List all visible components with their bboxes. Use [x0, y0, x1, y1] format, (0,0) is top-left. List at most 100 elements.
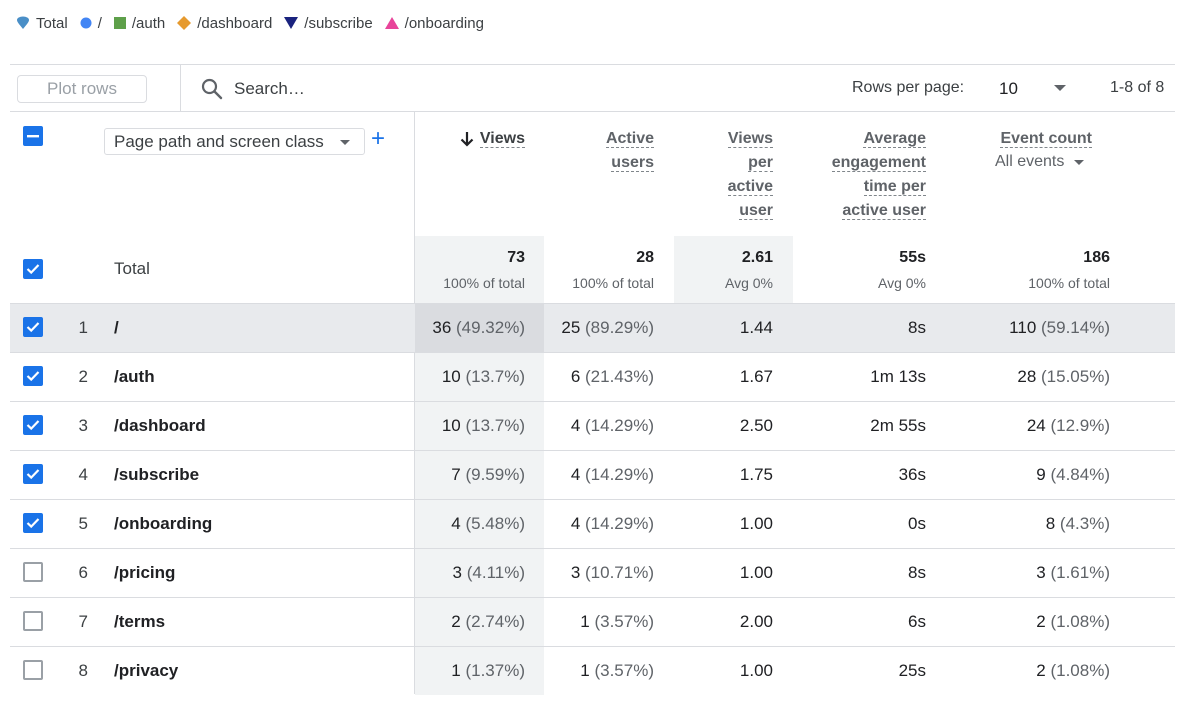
legend-item-root[interactable]: / — [80, 15, 102, 32]
events-cell: 3 (1.61%) — [1036, 563, 1110, 583]
column-header-engagement[interactable]: Average engagement time per active user — [831, 127, 926, 223]
legend-item-subscribe[interactable]: /subscribe — [284, 14, 373, 32]
table-toolbar: Plot rows Rows per page: 10 1-8 of 8 — [10, 64, 1175, 112]
views-cell: 10 (13.7%) — [442, 367, 525, 387]
row-checkbox[interactable] — [23, 513, 43, 533]
legend-item-auth[interactable]: /auth — [113, 15, 165, 32]
dimension-select[interactable]: Page path and screen class — [104, 128, 365, 155]
add-dimension-icon[interactable]: + — [371, 125, 386, 152]
check-icon — [26, 264, 40, 275]
events-cell: 24 (12.9%) — [1027, 416, 1110, 436]
row-checkbox[interactable] — [23, 415, 43, 435]
vpu-cell: 2.50 — [739, 416, 773, 435]
cell-percent: (2.74%) — [465, 612, 525, 631]
table-row[interactable]: 6/pricing 3 (4.11%) 3 (10.71%) 1.00 8s 3 (1.6… — [10, 548, 1175, 597]
legend-item-dashboard[interactable]: /dashboard — [177, 15, 272, 32]
page-path[interactable]: /privacy — [114, 661, 179, 680]
table-row[interactable]: 5/onboarding 4 (5.48%) 4 (14.29%) 1.00 0s 8 (… — [10, 499, 1175, 548]
page-path[interactable]: /subscribe — [114, 465, 200, 484]
vpu-cell: 1.00 — [739, 661, 773, 680]
cell-percent: (4.84%) — [1050, 465, 1110, 484]
cell-percent: (4.3%) — [1059, 514, 1110, 533]
cell-percent: (12.9%) — [1050, 416, 1110, 435]
column-header-line: active user — [842, 202, 926, 220]
row-checkbox[interactable] — [23, 562, 43, 582]
totals-value: 55s — [899, 249, 926, 266]
vpu-cell: 1.75 — [739, 465, 773, 484]
page-path[interactable]: /auth — [114, 367, 155, 386]
chevron-down-icon — [340, 140, 350, 145]
cell-value: 10 — [441, 367, 461, 386]
row-checkbox[interactable] — [23, 366, 43, 386]
cell-value: 9 — [1036, 465, 1046, 484]
dimension-label: Page path and screen class — [114, 131, 324, 151]
legend-label: Total — [36, 14, 68, 32]
page-path[interactable]: /onboarding — [114, 514, 213, 533]
search-icon — [201, 78, 223, 100]
cell-percent: (10.71%) — [585, 563, 654, 582]
rows-per-page-select[interactable]: 10 — [988, 75, 1070, 103]
arrow-down-icon — [460, 131, 474, 147]
column-header-line: Views — [727, 130, 773, 148]
cell-value: 4 — [451, 514, 461, 533]
column-divider — [414, 112, 415, 694]
cell-value: 28 — [1017, 367, 1037, 386]
plot-rows-button[interactable]: Plot rows — [17, 75, 147, 103]
cell-value: 2 — [451, 612, 461, 631]
page-path[interactable]: / — [114, 318, 119, 337]
cell-percent: (49.32%) — [456, 318, 525, 337]
row-checkbox[interactable] — [23, 317, 43, 337]
views-cell: 36 (49.32%) — [432, 318, 525, 338]
totals-sub: 100% of total — [1028, 275, 1110, 291]
row-index: 1 — [78, 318, 88, 337]
engagement-cell: 0s — [908, 514, 926, 533]
totals-vpu: 2.61 Avg 0% — [725, 249, 773, 291]
events-cell: 110 (59.14%) — [1009, 318, 1110, 338]
row-checkbox[interactable] — [23, 611, 43, 631]
cell-value: 10 — [441, 416, 461, 435]
column-header-views-per-user[interactable]: Views per active user — [727, 127, 773, 223]
table-row[interactable]: 7/terms 2 (2.74%) 1 (3.57%) 2.00 6s 2 (1.08%) — [10, 597, 1175, 646]
vpu-cell: 1.00 — [739, 563, 773, 582]
views-cell: 1 (1.37%) — [451, 661, 525, 681]
views-cell-bg — [415, 402, 544, 450]
views-cell-bg — [415, 647, 544, 695]
cell-percent: (1.61%) — [1050, 563, 1110, 582]
row-index: 4 — [78, 465, 88, 484]
diamond-icon — [177, 16, 192, 30]
page-path[interactable]: /terms — [114, 612, 166, 631]
totals-sub: Avg 0% — [725, 275, 773, 291]
page-path[interactable]: /pricing — [114, 563, 176, 582]
row-checkbox[interactable] — [23, 660, 43, 680]
row-checkbox[interactable] — [23, 464, 43, 484]
table-row[interactable]: 1 / 36 (49.32%) 25 (89.29%) 1.44 8s 110 (59.14… — [10, 303, 1175, 352]
users-cell: 25 (89.29%) — [561, 318, 654, 338]
page-path[interactable]: /dashboard — [114, 416, 206, 435]
event-filter-label: All events — [995, 153, 1065, 170]
column-header-event-count[interactable]: Event count — [1000, 127, 1092, 151]
column-header-label: Views — [479, 130, 525, 148]
totals-checkbox[interactable] — [23, 259, 43, 279]
column-header-active-users[interactable]: Active users — [605, 127, 654, 175]
select-all-checkbox[interactable] — [23, 126, 43, 146]
totals-value: 73 — [507, 249, 525, 266]
cell-value: 8 — [1045, 514, 1056, 533]
search-input[interactable] — [234, 77, 534, 101]
column-header-line: Average — [863, 130, 926, 148]
data-table-body: 1/36 (49.32%) 25 (89.29%) 1.44 8s 110 (59.14… — [10, 303, 1175, 695]
legend-item-total[interactable]: Total — [16, 15, 68, 32]
table-row[interactable]: 4/subscribe 7 (9.59%) 4 (14.29%) 1.75 36s 9 (… — [10, 450, 1175, 499]
check-icon — [26, 518, 40, 529]
cell-value: 110 — [1009, 318, 1037, 337]
table-row[interactable]: 2/auth 10 (13.7%) 6 (21.43%) 1.67 1m 13s 28 (… — [10, 352, 1175, 401]
legend-label: /subscribe — [304, 14, 373, 32]
column-header-views[interactable]: Views — [460, 127, 525, 151]
table-row[interactable]: 8/privacy 1 (1.37%) 1 (3.57%) 1.00 25s 2 (1.0… — [10, 646, 1175, 695]
cell-value: 1 — [580, 612, 590, 631]
cell-percent: (14.29%) — [585, 514, 654, 533]
legend-item-onboarding[interactable]: /onboarding — [384, 15, 484, 32]
table-row[interactable]: 3/dashboard 10 (13.7%) 4 (14.29%) 2.50 2m 55… — [10, 401, 1175, 450]
check-icon — [26, 469, 40, 480]
users-cell: 4 (14.29%) — [571, 465, 654, 485]
event-filter-select[interactable]: All events — [995, 153, 1085, 171]
